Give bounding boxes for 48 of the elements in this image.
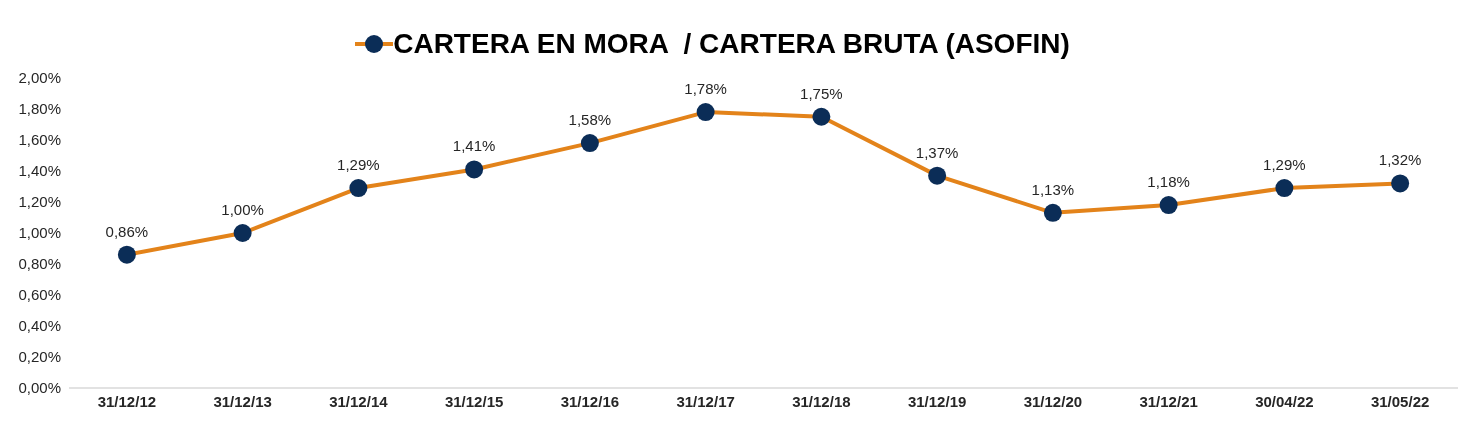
- data-label: 1,32%: [1378, 151, 1422, 169]
- x-tick-label: 30/04/22: [1255, 392, 1314, 410]
- data-label: 1,58%: [568, 111, 612, 129]
- data-label: 1,41%: [452, 137, 496, 155]
- data-label: 1,75%: [800, 84, 843, 102]
- point: [465, 160, 484, 179]
- y-tick-label: 1,40%: [18, 162, 61, 180]
- point: [1043, 203, 1062, 222]
- y-tick-label: 1,80%: [18, 100, 61, 118]
- data-label: 1,29%: [1263, 156, 1306, 174]
- y-tick-label: 0,20%: [18, 348, 61, 366]
- point: [117, 245, 136, 264]
- x-tick-label: 31/12/17: [676, 392, 735, 410]
- point: [349, 179, 368, 198]
- x-tick-label: 31/12/15: [444, 392, 504, 410]
- data-label: 1,18%: [1147, 173, 1190, 191]
- x-tick-label: 31/05/22: [1370, 392, 1430, 410]
- y-tick-label: 2,00%: [18, 69, 61, 87]
- y-tick-label: 1,20%: [18, 193, 61, 211]
- legend-label: CARTERA EN MORA / CARTERA BRUTA (ASOFIN): [393, 28, 1070, 60]
- data-label: 1,00%: [221, 201, 264, 218]
- y-tick-label: 1,00%: [18, 224, 61, 242]
- x-tick-label: 31/12/12: [97, 392, 157, 410]
- data-label: 1,78%: [684, 80, 727, 98]
- data-label: 1,13%: [1031, 180, 1075, 198]
- y-tick-label: 0,60%: [18, 286, 61, 304]
- y-tick-label: 0,40%: [18, 317, 61, 335]
- y-tick-label: 0,00%: [18, 379, 61, 397]
- x-tick-label: 31/12/21: [1139, 392, 1198, 410]
- y-tick-label: 0,80%: [18, 255, 61, 273]
- x-tick-label: 31/12/14: [329, 392, 389, 410]
- data-label: 1,37%: [915, 143, 959, 161]
- data-label: 0,86%: [105, 222, 149, 240]
- point: [812, 107, 831, 126]
- x-tick-label: 31/12/13: [213, 392, 272, 410]
- point: [1159, 196, 1178, 215]
- point: [928, 166, 947, 185]
- point: [580, 134, 599, 153]
- point: [1391, 174, 1410, 193]
- x-tick-label: 31/12/20: [1023, 392, 1083, 410]
- x-tick-label: 31/12/19: [907, 392, 967, 410]
- x-tick-label: 31/12/18: [792, 392, 851, 410]
- point: [233, 224, 252, 242]
- y-tick-label: 1,60%: [18, 131, 61, 149]
- point: [696, 103, 715, 122]
- data-label: 1,29%: [337, 156, 380, 174]
- x-tick-label: 31/12/16: [560, 392, 620, 410]
- point: [1275, 179, 1294, 198]
